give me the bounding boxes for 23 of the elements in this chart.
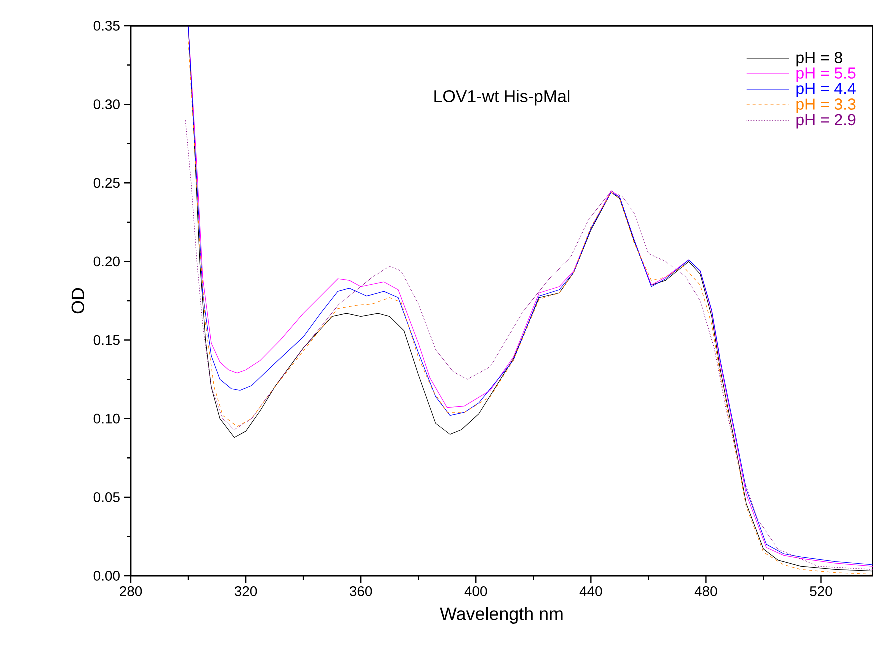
x-tick-label: 400 [464,586,488,596]
x-axis-title: Wavelength nm [440,607,563,624]
y-tick-label: 0.15 [94,335,120,346]
x-tick-label: 520 [810,586,832,596]
x-tick-label: 440 [580,586,602,596]
legend-label: pH = 5.5 [796,68,856,82]
x-tick-label: 360 [350,586,372,596]
legend-label: pH = 3.3 [796,98,856,114]
y-tick-label: 0.05 [94,492,120,502]
y-tick-label: 0.00 [94,571,120,581]
legend-label: pH = 2.9 [796,114,856,129]
y-tick-label: 0.25 [94,178,120,188]
y-tick-label: 0.35 [94,21,120,31]
x-tick-label: 480 [694,586,718,596]
y-axis-title: OD [72,288,84,314]
x-tick-label: 320 [234,586,258,596]
legend-label: pH = 8 [796,52,842,67]
y-tick-label: 0.20 [94,256,120,267]
y-tick-label: 0.30 [94,100,120,110]
text: LOV1-wt His-pMal [434,90,570,106]
x-tick-label: 280 [120,586,142,596]
y-tick-label: 0.10 [94,414,120,424]
legend-label: pH = 4.4 [796,83,856,98]
